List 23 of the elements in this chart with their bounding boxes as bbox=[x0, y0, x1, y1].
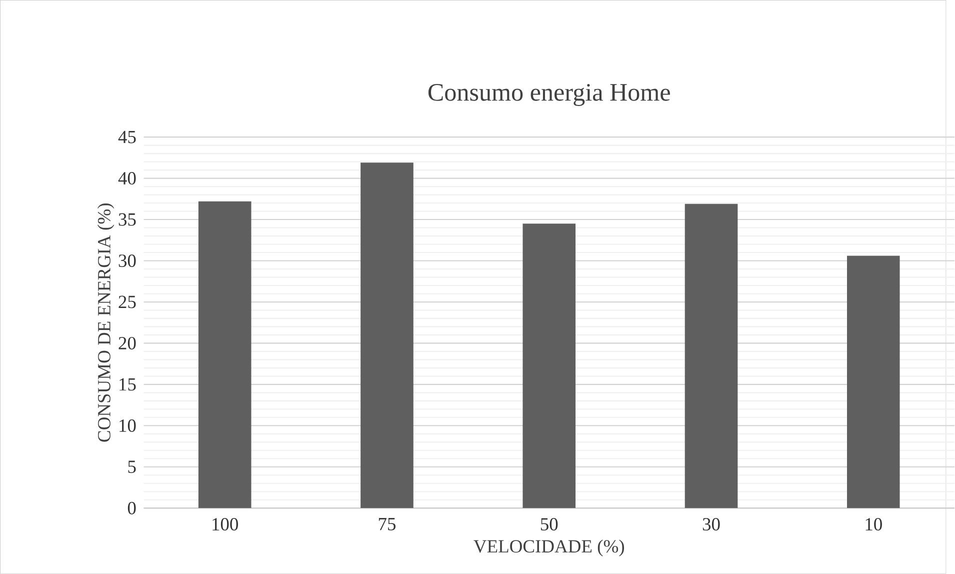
y-tick-label: 40 bbox=[118, 172, 136, 185]
bar bbox=[847, 256, 900, 508]
y-tick-label: 10 bbox=[120, 419, 136, 432]
y-tick-label: 35 bbox=[118, 213, 136, 226]
x-axis-title: VELOCIDADE (%) bbox=[474, 540, 624, 556]
x-tick-label: 10 bbox=[866, 518, 882, 531]
x-tick-label: 30 bbox=[702, 518, 720, 531]
bar bbox=[360, 162, 414, 508]
y-tick-label: 5 bbox=[128, 460, 136, 474]
y-axis-title: CONSUMO DE ENERGIA (%) bbox=[97, 204, 114, 442]
y-tick-label: 30 bbox=[118, 254, 136, 268]
x-tick-label: 100 bbox=[212, 518, 238, 531]
bar bbox=[198, 201, 252, 508]
x-tick-label: 50 bbox=[540, 518, 558, 531]
y-tick-label: 20 bbox=[118, 337, 136, 350]
x-tick-label: 75 bbox=[378, 518, 396, 530]
bar bbox=[684, 204, 738, 508]
chart-title: Consumo energia Home bbox=[428, 84, 670, 106]
bar bbox=[522, 224, 576, 508]
y-tick-label: 45 bbox=[118, 130, 136, 144]
y-tick-label: 15 bbox=[120, 378, 136, 391]
y-tick-label: 25 bbox=[118, 296, 136, 308]
y-tick-label: 0 bbox=[128, 502, 136, 514]
